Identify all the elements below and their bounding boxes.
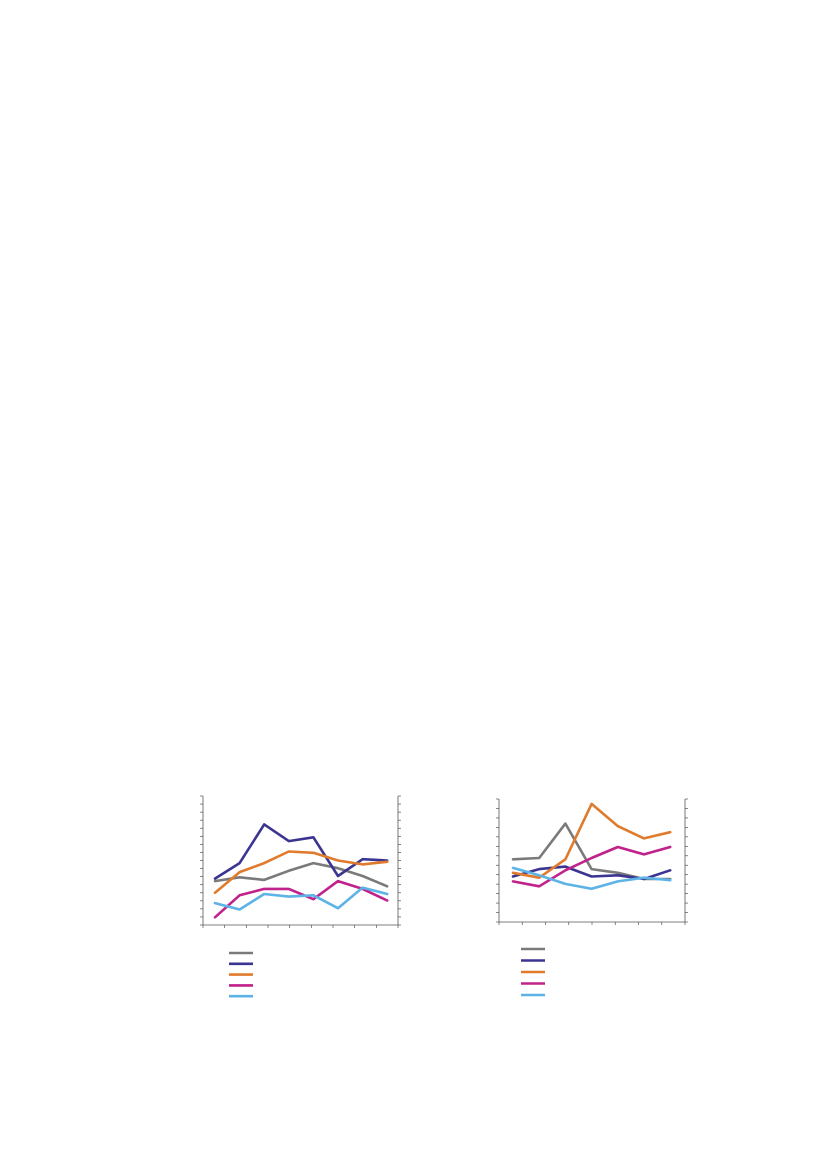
series-3-line	[213, 850, 389, 895]
series-1-line	[213, 861, 389, 888]
series-5-line	[511, 866, 672, 891]
series-3-line	[511, 802, 672, 880]
series-5-line	[213, 886, 389, 911]
series-2-line	[213, 823, 389, 880]
series-4-line	[213, 879, 389, 919]
chart-1	[200, 795, 401, 998]
series-4-line	[511, 845, 672, 888]
chart-2	[496, 798, 688, 997]
